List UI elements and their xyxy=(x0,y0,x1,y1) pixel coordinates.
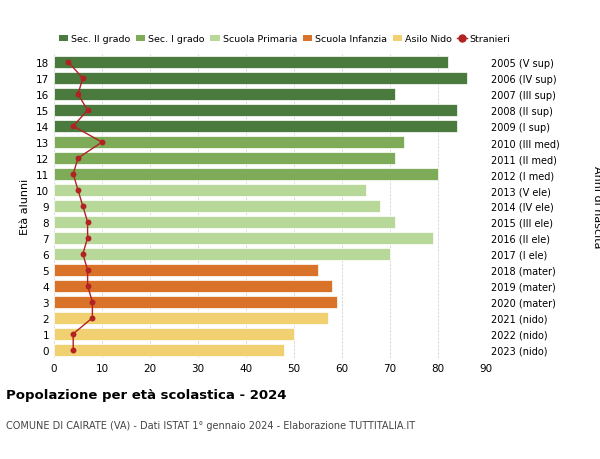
Bar xyxy=(54,89,395,101)
Point xyxy=(88,314,97,322)
Point xyxy=(97,139,107,146)
Point xyxy=(64,59,73,67)
Text: COMUNE DI CAIRATE (VA) - Dati ISTAT 1° gennaio 2024 - Elaborazione TUTTITALIA.IT: COMUNE DI CAIRATE (VA) - Dati ISTAT 1° g… xyxy=(6,420,415,430)
Point xyxy=(73,91,83,99)
Bar xyxy=(54,344,284,356)
Point xyxy=(88,298,97,306)
Point xyxy=(73,155,83,162)
Bar xyxy=(54,280,332,292)
Point xyxy=(83,267,92,274)
Bar xyxy=(54,248,390,260)
Bar xyxy=(54,201,380,213)
Point xyxy=(68,123,78,130)
Bar xyxy=(54,328,294,340)
Bar xyxy=(54,137,404,149)
Point xyxy=(68,330,78,338)
Bar xyxy=(54,312,328,324)
Legend: Sec. II grado, Sec. I grado, Scuola Primaria, Scuola Infanzia, Asilo Nido, Stran: Sec. II grado, Sec. I grado, Scuola Prim… xyxy=(59,35,511,45)
Text: Anni di nascita: Anni di nascita xyxy=(592,165,600,248)
Bar xyxy=(54,73,467,85)
Bar xyxy=(54,185,366,196)
Y-axis label: Età alunni: Età alunni xyxy=(20,179,31,235)
Point xyxy=(68,171,78,179)
Bar xyxy=(54,168,438,181)
Point xyxy=(83,235,92,242)
Point xyxy=(68,347,78,354)
Bar xyxy=(54,264,318,276)
Bar xyxy=(54,217,395,229)
Bar xyxy=(54,57,448,69)
Text: Popolazione per età scolastica - 2024: Popolazione per età scolastica - 2024 xyxy=(6,388,287,401)
Point xyxy=(78,203,88,210)
Point xyxy=(73,187,83,194)
Point xyxy=(83,283,92,290)
Bar xyxy=(54,296,337,308)
Point xyxy=(83,219,92,226)
Bar xyxy=(54,121,457,133)
Bar xyxy=(54,105,457,117)
Point xyxy=(78,251,88,258)
Point xyxy=(83,107,92,115)
Point xyxy=(78,75,88,83)
Bar xyxy=(54,153,395,165)
Bar xyxy=(54,232,433,244)
